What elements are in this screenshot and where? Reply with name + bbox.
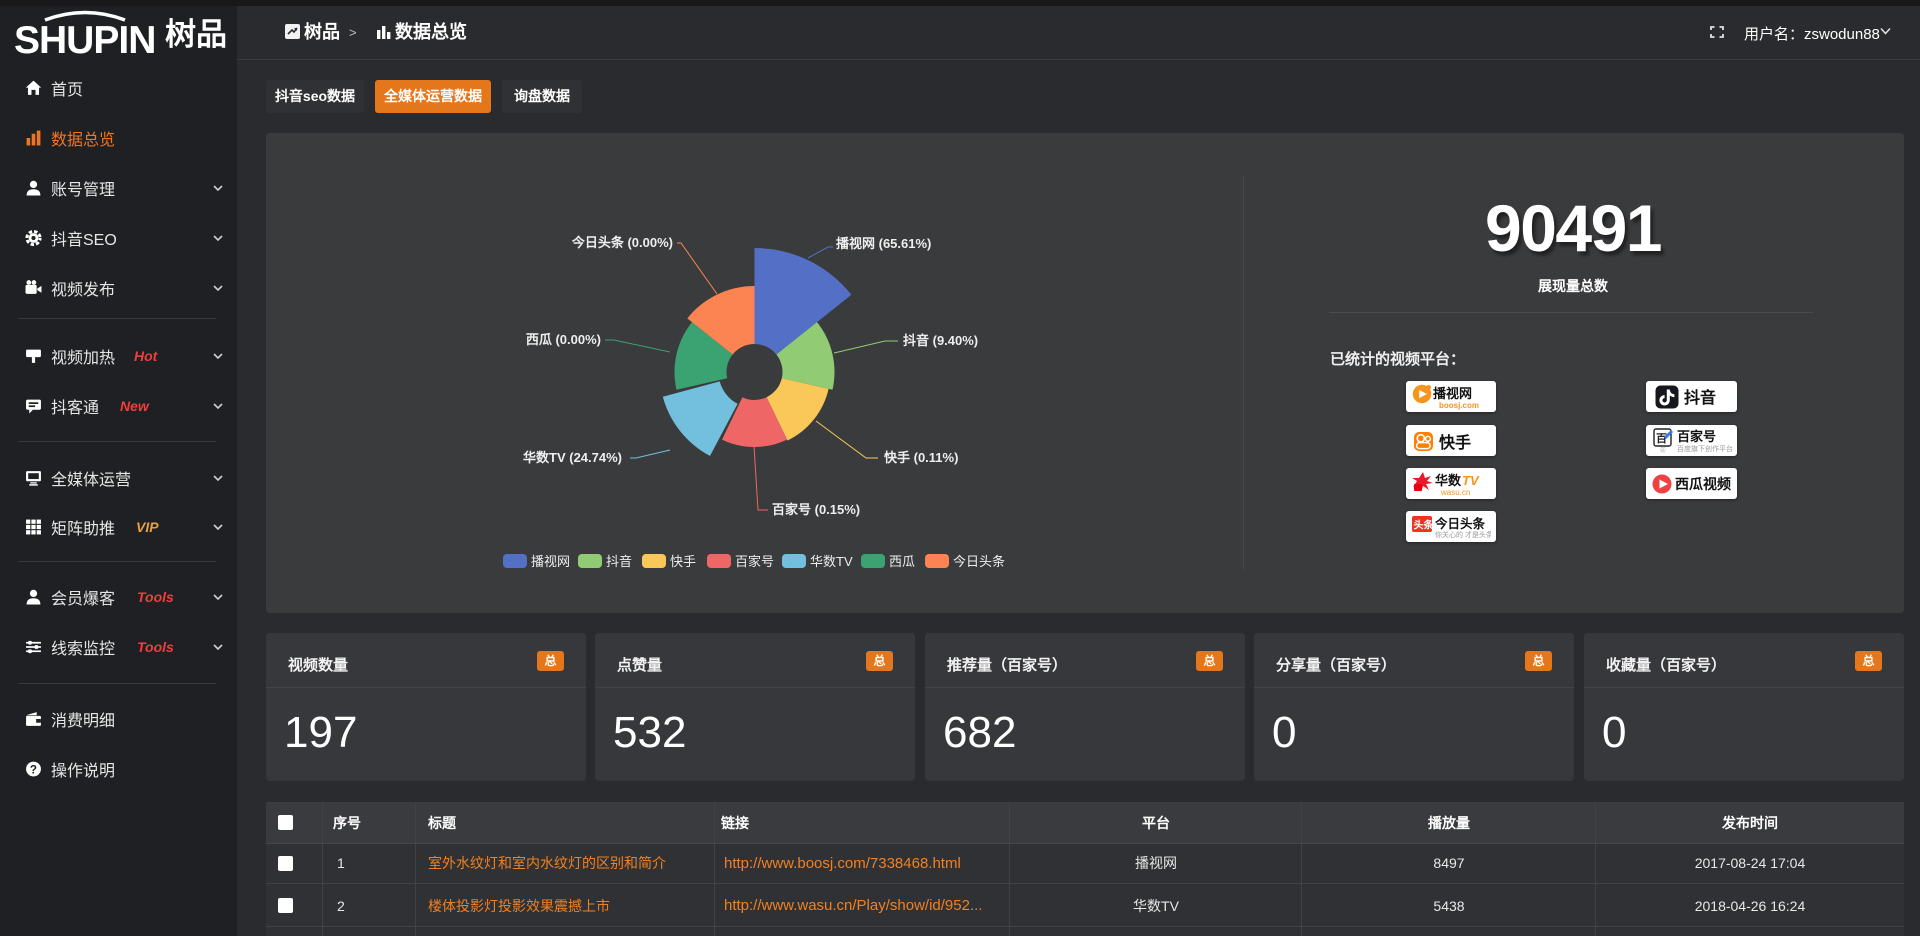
svg-text:SHUPIN: SHUPIN xyxy=(14,19,155,62)
svg-text:快手: 快手 xyxy=(1439,433,1471,452)
svg-text:百家号: 百家号 xyxy=(1677,429,1716,444)
svg-text:抖音 (9.40%): 抖音 (9.40%) xyxy=(903,333,978,348)
svg-text:西瓜 (0.00%): 西瓜 (0.00%) xyxy=(526,332,601,347)
svg-text:西瓜: 西瓜 xyxy=(889,554,915,569)
svg-text:华数: 华数 xyxy=(1435,473,1462,488)
svg-text:百家号 (0.15%): 百家号 (0.15%) xyxy=(772,502,860,517)
svg-text:?: ? xyxy=(30,763,37,776)
svg-text:百家号: 百家号 xyxy=(735,554,774,569)
svg-text:西瓜视频: 西瓜视频 xyxy=(1675,476,1731,492)
svg-text:TV: TV xyxy=(1462,473,1480,488)
svg-text:树品: 树品 xyxy=(165,17,227,52)
svg-text:boosj.com: boosj.com xyxy=(1439,401,1479,410)
svg-text:头条: 头条 xyxy=(1414,519,1435,532)
svg-text:今日头条: 今日头条 xyxy=(1434,516,1486,531)
svg-text:数据总览: 数据总览 xyxy=(395,22,467,42)
svg-text:你关心的 才是头条: 你关心的 才是头条 xyxy=(1435,530,1491,539)
svg-text:播视网 (65.61%): 播视网 (65.61%) xyxy=(836,236,931,251)
svg-text:wasu.cn: wasu.cn xyxy=(1440,488,1470,497)
svg-text:华数TV (24.74%): 华数TV (24.74%) xyxy=(523,450,622,465)
svg-text:>: > xyxy=(349,25,357,40)
svg-text:快手 (0.11%): 快手 (0.11%) xyxy=(884,450,958,465)
svg-text:百度旗下创作平台: 百度旗下创作平台 xyxy=(1677,444,1732,453)
svg-text:抖音: 抖音 xyxy=(606,554,632,569)
svg-text:百: 百 xyxy=(1656,432,1667,445)
svg-text:今日头条 (0.00%): 今日头条 (0.00%) xyxy=(571,235,673,250)
svg-text:快手: 快手 xyxy=(670,554,696,569)
svg-text:播视网: 播视网 xyxy=(1433,386,1472,401)
svg-text:树品: 树品 xyxy=(304,22,340,42)
svg-text:今日头条: 今日头条 xyxy=(953,554,1005,569)
svg-text:华数TV: 华数TV xyxy=(810,554,853,569)
svg-text:播视网: 播视网 xyxy=(531,554,570,569)
svg-text:㊣: ㊣ xyxy=(1660,446,1666,454)
svg-text:抖音: 抖音 xyxy=(1684,388,1716,407)
